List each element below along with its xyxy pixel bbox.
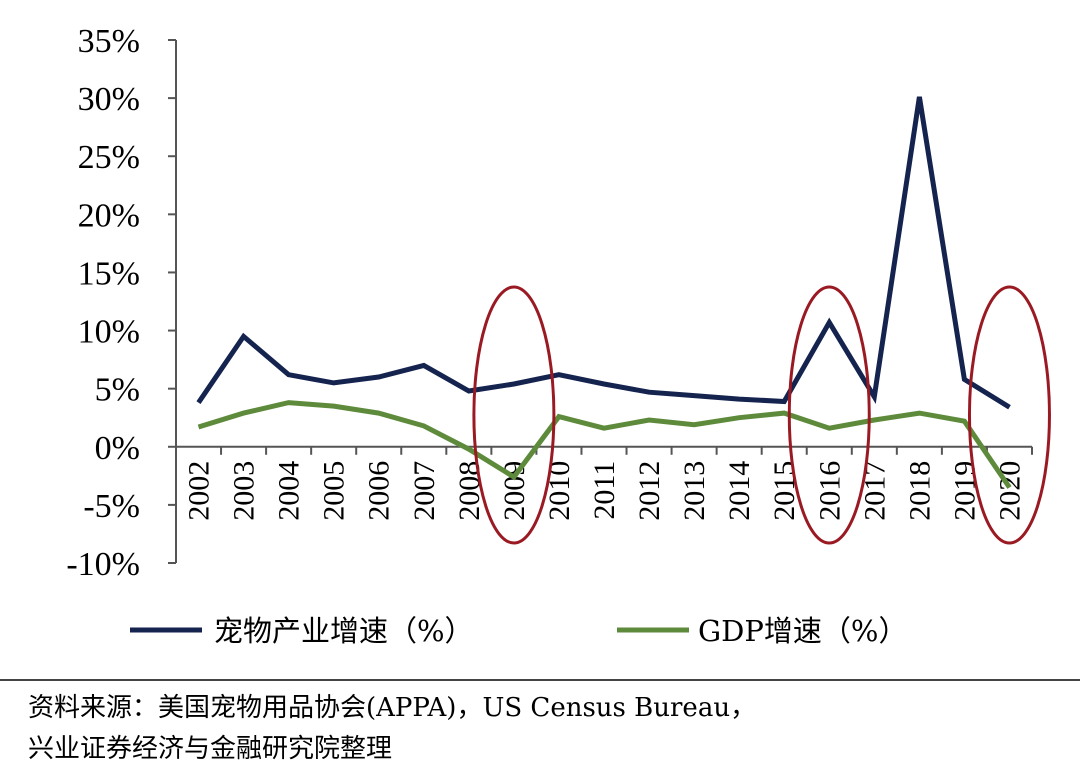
x-tick-label: 2002 xyxy=(183,461,216,521)
data-point-pet-industry xyxy=(873,396,875,398)
data-point-pet-industry xyxy=(513,383,515,385)
data-point-pet-industry xyxy=(423,364,425,366)
x-tick-label: 2004 xyxy=(273,461,306,521)
data-point-pet-industry xyxy=(333,382,335,384)
data-point-gdp xyxy=(873,419,875,421)
data-point-pet-industry xyxy=(288,374,290,376)
legend-label-gdp: GDP增速（%） xyxy=(698,614,908,648)
data-point-pet-industry xyxy=(198,402,200,404)
highlight-ellipse-2016 xyxy=(787,285,871,545)
source-note-line2: 兴业证券经济与金融研究院整理 xyxy=(28,734,392,764)
x-tick-label: 2005 xyxy=(318,461,351,521)
data-point-pet-industry xyxy=(783,401,785,403)
legend-label-pet-industry: 宠物产业增速（%） xyxy=(214,614,474,648)
x-tick-label: 2014 xyxy=(723,461,756,521)
data-point-pet-industry xyxy=(378,376,380,378)
series-line-gdp xyxy=(197,400,1012,489)
y-tick-label: 5% xyxy=(95,372,140,409)
data-point-pet-industry xyxy=(738,398,740,400)
x-tick-label: 2017 xyxy=(858,461,891,521)
highlight-ellipse-2009 xyxy=(472,285,556,545)
data-point-pet-industry xyxy=(693,395,695,397)
data-point-gdp xyxy=(558,416,560,418)
data-point-gdp xyxy=(378,412,380,414)
data-point-pet-industry xyxy=(828,321,830,323)
data-point-gdp xyxy=(243,412,245,414)
y-tick-label: -10% xyxy=(66,546,140,583)
y-tick-label: 35% xyxy=(78,23,140,60)
data-point-gdp xyxy=(918,412,920,414)
data-point-pet-industry xyxy=(1009,406,1011,408)
x-tick-label: 2003 xyxy=(228,461,261,521)
data-point-gdp xyxy=(198,426,200,428)
data-point-pet-industry xyxy=(558,374,560,376)
source-note-line1: 资料来源：美国宠物用品协会(APPA)，US Census Bureau， xyxy=(28,693,756,723)
y-tick-label: 15% xyxy=(78,255,140,292)
series-line-pet-industry xyxy=(196,96,1011,410)
data-point-gdp xyxy=(783,412,785,414)
y-tick-label: 25% xyxy=(78,139,140,176)
data-point-pet-industry xyxy=(648,391,650,393)
x-tick-label: 2007 xyxy=(408,461,441,521)
x-axis: 2002 2003 2004 2005 2006 2007 2008 2009 2010 2011… xyxy=(175,445,1033,521)
data-point-gdp xyxy=(828,427,830,429)
data-point-gdp xyxy=(693,424,695,426)
y-tick-label: -5% xyxy=(83,488,140,525)
data-point-gdp xyxy=(1009,487,1011,489)
y-axis: 35% 30% 25% 20% 15% 10% 5% 0% -5% -10% xyxy=(66,23,177,583)
data-point-pet-industry xyxy=(243,335,245,337)
data-point-pet-industry xyxy=(603,383,605,385)
data-point-gdp xyxy=(423,425,425,427)
y-tick-label: 30% xyxy=(78,81,140,118)
x-tick-label: 2010 xyxy=(543,461,576,521)
x-tick-label: 2011 xyxy=(588,461,621,520)
highlight-ellipses xyxy=(472,285,1051,545)
data-point-gdp xyxy=(603,427,605,429)
x-tick-label: 2012 xyxy=(633,461,666,521)
data-point-gdp xyxy=(468,448,470,450)
data-point-pet-industry xyxy=(918,96,920,98)
data-point-gdp xyxy=(963,420,965,422)
data-point-gdp xyxy=(288,402,290,404)
data-point-gdp xyxy=(513,476,515,478)
series-lines xyxy=(196,96,1012,489)
highlight-ellipse-2020 xyxy=(967,285,1051,545)
x-tick-label: 2006 xyxy=(363,461,396,521)
data-point-gdp xyxy=(738,417,740,419)
data-point-pet-industry xyxy=(468,390,470,392)
data-point-gdp xyxy=(648,419,650,421)
x-tick-label: 2013 xyxy=(678,461,711,521)
legend: 宠物产业增速（%） GDP增速（%） xyxy=(130,614,908,648)
y-tick-label: 10% xyxy=(78,314,140,351)
x-tick-label: 2016 xyxy=(813,461,846,521)
data-point-gdp xyxy=(333,405,335,407)
y-tick-label: 20% xyxy=(78,197,140,234)
x-tick-label: 2018 xyxy=(903,461,936,521)
y-tick-label: 0% xyxy=(95,430,140,467)
data-point-pet-industry xyxy=(963,378,965,380)
